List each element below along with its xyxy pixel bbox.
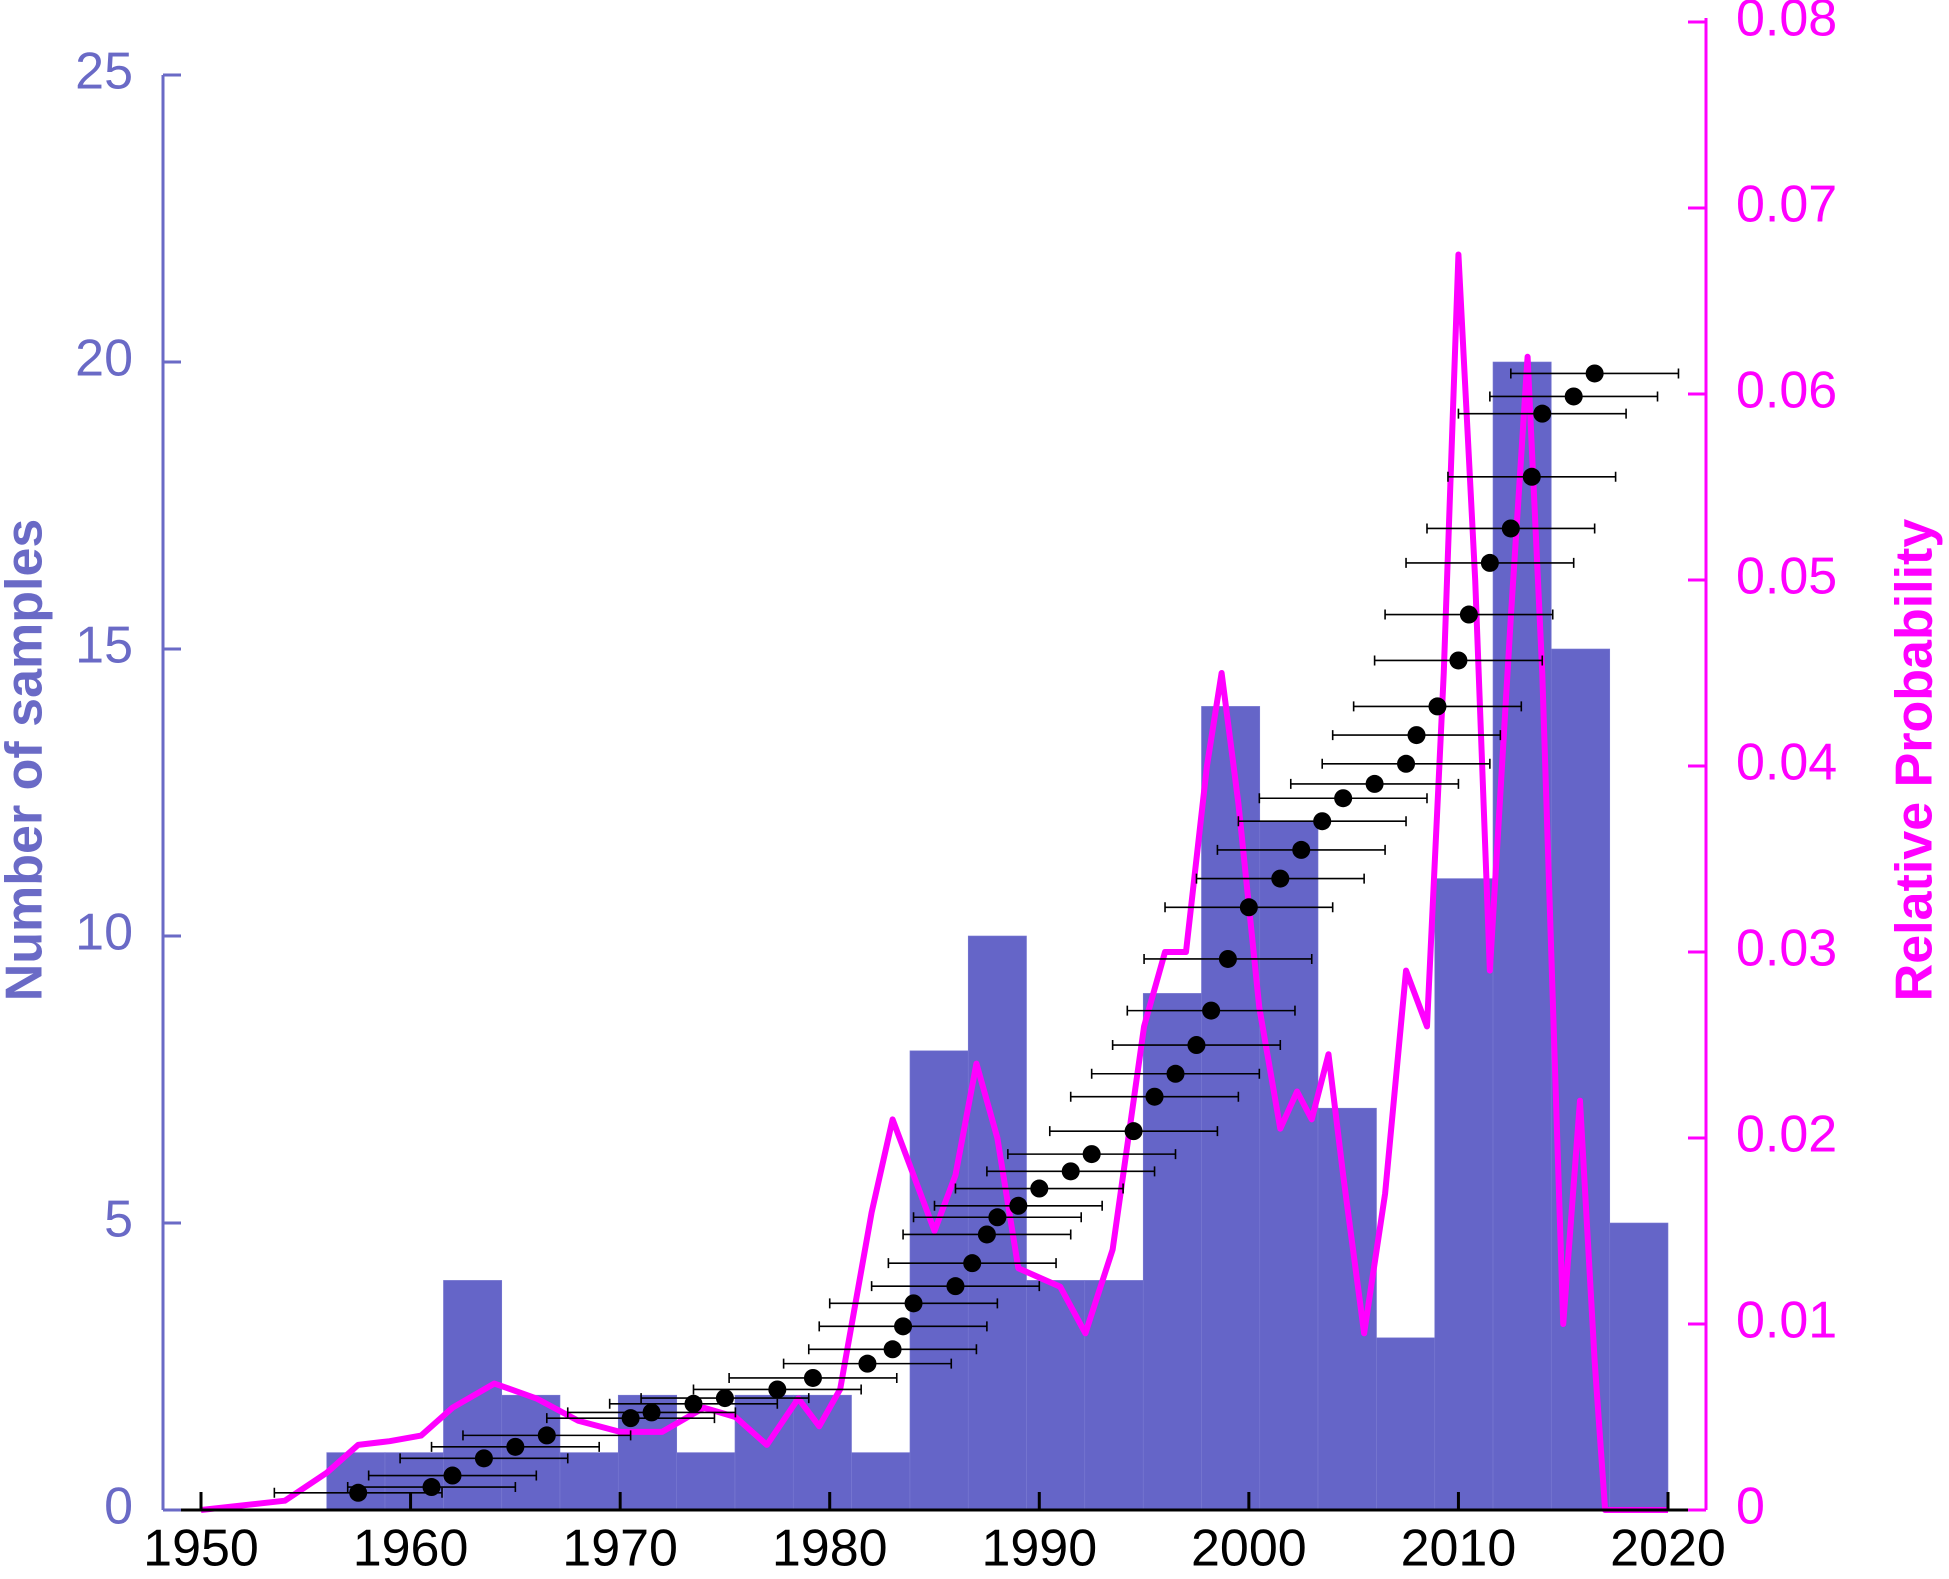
y2-tick-label: 0 (1736, 1478, 1765, 1536)
y-axis-title: Number of samples (0, 519, 54, 1002)
point (684, 1394, 703, 1413)
point (1397, 754, 1416, 773)
y-tick-label: 20 (75, 330, 133, 388)
y-tick-label: 25 (75, 43, 133, 101)
point (1124, 1122, 1143, 1141)
point (963, 1254, 982, 1273)
x-tick-label: 1970 (562, 1520, 678, 1578)
probability-line (200, 251, 1668, 1513)
point (1459, 605, 1478, 624)
point (642, 1403, 661, 1422)
y2-tick-label: 0.02 (1736, 1106, 1837, 1164)
point (1313, 812, 1332, 831)
point (1334, 789, 1353, 808)
point (537, 1426, 556, 1445)
y2-tick-label: 0.03 (1736, 920, 1837, 978)
point (1145, 1087, 1164, 1106)
y-tick-label: 15 (75, 617, 133, 675)
point (1292, 840, 1311, 859)
bar (1376, 1337, 1436, 1511)
point (474, 1449, 493, 1468)
x-tick-label: 1990 (981, 1520, 1097, 1578)
point (946, 1277, 965, 1296)
x-tick-label: 2010 (1401, 1520, 1517, 1578)
point (1585, 364, 1604, 383)
x-tick-label: 2020 (1610, 1520, 1726, 1578)
point (443, 1466, 462, 1485)
point (1480, 553, 1499, 572)
point (1564, 387, 1583, 406)
point (349, 1483, 368, 1502)
point (1166, 1064, 1185, 1083)
point (1061, 1162, 1080, 1181)
bar (851, 1452, 911, 1511)
point (621, 1409, 640, 1428)
x-tick-label: 1950 (143, 1520, 259, 1578)
x-tick-label: 1980 (772, 1520, 888, 1578)
point (1522, 467, 1541, 486)
point (988, 1208, 1007, 1227)
y-tick-label: 5 (104, 1191, 133, 1249)
x-tick-label: 1960 (353, 1520, 469, 1578)
bar (1609, 1222, 1669, 1511)
bar (676, 1452, 736, 1511)
point (1202, 1001, 1221, 1020)
bar (559, 1452, 619, 1511)
point (506, 1437, 525, 1456)
bar (792, 1394, 852, 1511)
point (1533, 404, 1552, 423)
bar (734, 1394, 794, 1511)
point (904, 1294, 923, 1313)
point (1501, 519, 1520, 538)
point (1218, 949, 1237, 968)
y2-tick-label: 0.05 (1736, 548, 1837, 606)
point (858, 1354, 877, 1373)
point (1271, 869, 1290, 888)
bar (1201, 706, 1261, 1511)
point (1082, 1145, 1101, 1164)
y-tick-label: 10 (75, 904, 133, 962)
bar (1434, 878, 1494, 1511)
point (1449, 651, 1468, 670)
point (1030, 1179, 1049, 1198)
point (715, 1389, 734, 1408)
point (422, 1478, 441, 1497)
y2-tick-label: 0.01 (1736, 1292, 1837, 1350)
y2-tick-label: 0.08 (1736, 0, 1837, 48)
y2-axis-title: Relative Probability (1886, 519, 1944, 1002)
point (1407, 726, 1426, 745)
bar (1492, 361, 1552, 1511)
y2-tick-label: 0.06 (1736, 362, 1837, 420)
point (768, 1380, 787, 1399)
point (977, 1225, 996, 1244)
x-tick-label: 2000 (1191, 1520, 1307, 1578)
point (1239, 898, 1258, 917)
bar (1259, 820, 1319, 1511)
point (1009, 1196, 1028, 1215)
y-tick-label: 0 (104, 1478, 133, 1536)
point (1365, 774, 1384, 793)
y2-tick-label: 0.07 (1736, 176, 1837, 234)
point (803, 1368, 822, 1387)
point (894, 1317, 913, 1336)
bar (1550, 648, 1611, 1511)
y2-tick-label: 0.04 (1736, 734, 1837, 792)
point (883, 1340, 902, 1359)
point (1428, 697, 1447, 716)
point (1187, 1036, 1206, 1055)
